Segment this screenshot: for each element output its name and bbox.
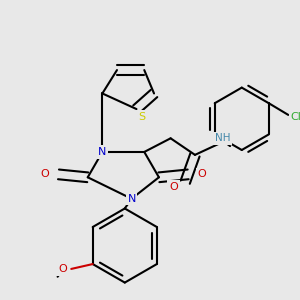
Text: O: O	[40, 169, 49, 179]
Text: Cl: Cl	[291, 112, 300, 122]
Text: O: O	[169, 182, 178, 192]
Text: O: O	[197, 169, 206, 179]
Text: N: N	[98, 147, 106, 157]
Text: O: O	[58, 264, 67, 274]
Text: S: S	[138, 112, 145, 122]
Text: N: N	[128, 194, 136, 204]
Text: NH: NH	[214, 133, 230, 143]
